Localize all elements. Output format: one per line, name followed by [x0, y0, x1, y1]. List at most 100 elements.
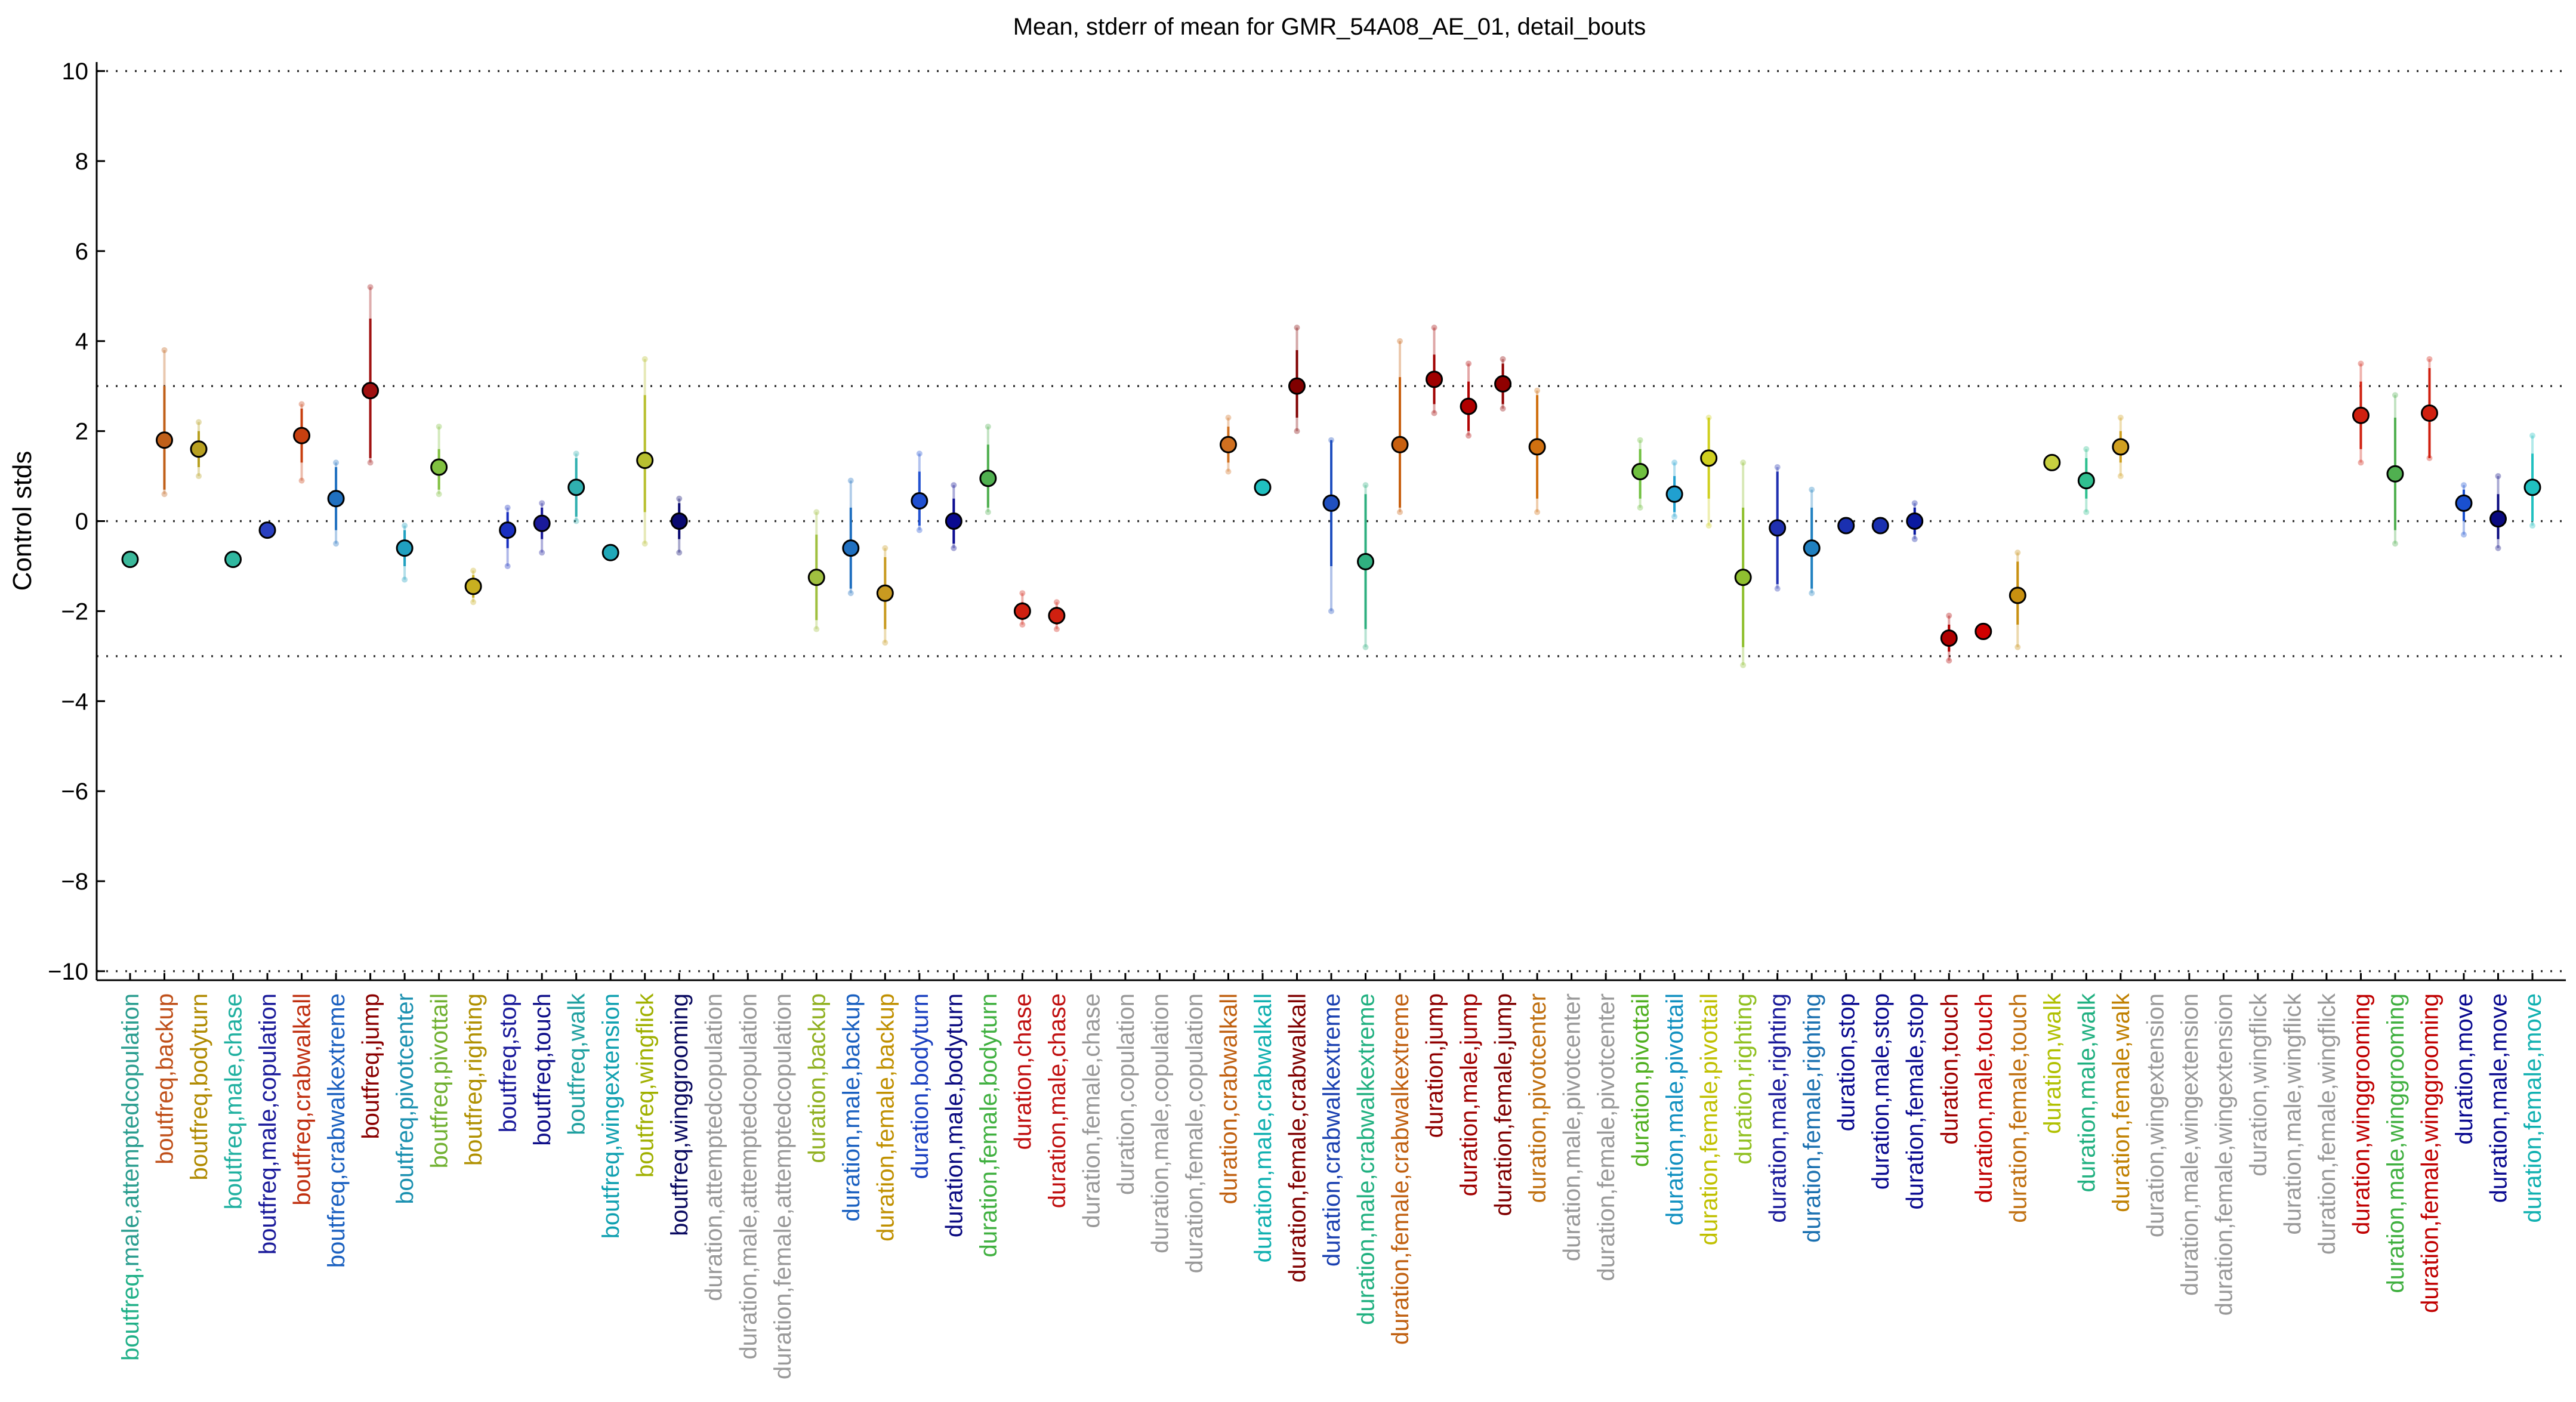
mean-point — [327, 490, 345, 508]
x-tick-label: boutfreq,pivotcenter — [392, 993, 418, 1205]
mean-point — [2523, 478, 2541, 496]
outer-error-cap — [2014, 549, 2021, 556]
x-tick-label: duration,female,copulation — [1181, 993, 1208, 1273]
x-tick-label: duration,female,bodyturn — [976, 993, 1002, 1258]
x-tick-label: duration,male,backup — [838, 993, 865, 1221]
outer-error-cap — [1431, 325, 1437, 331]
mean-point — [567, 478, 585, 496]
outer-error-cap — [1911, 500, 1918, 507]
x-tick-label: duration,wingflick — [2245, 993, 2272, 1176]
x-tick-label: duration,bodyturn — [907, 993, 933, 1179]
x-tick-label: duration,male,wingflick — [2279, 993, 2306, 1235]
outer-error-cap — [1225, 468, 1232, 475]
x-tick-label: boutfreq,wingflick — [633, 993, 659, 1178]
x-tick-label: duration,pivottail — [1628, 993, 1654, 1167]
mean-point — [807, 569, 825, 586]
outer-error-cap — [1294, 325, 1300, 331]
outer-error-cap — [1328, 608, 1334, 614]
outer-error-cap — [333, 459, 340, 466]
x-tick-label: duration,crabwalkextreme — [1319, 993, 1345, 1267]
x-tick-label: duration,female,walk — [2108, 993, 2134, 1212]
x-tick-label: duration,male,walk — [2074, 993, 2100, 1192]
outer-error-cap — [2117, 473, 2124, 480]
mean-point — [1048, 607, 1066, 625]
x-tick-label: boutfreq,crabwalkextreme — [323, 993, 350, 1268]
outer-error-cap — [196, 473, 202, 480]
mean-point — [1528, 438, 1546, 456]
outer-error-cap — [1671, 513, 1678, 520]
mean-point — [1940, 629, 1958, 647]
outer-error-cap — [333, 541, 340, 547]
mean-point — [1460, 397, 1477, 415]
data-markers — [121, 370, 2541, 647]
x-tick-label: duration,male,touch — [1971, 993, 1997, 1203]
mean-point — [1803, 539, 1821, 557]
x-tick-label: duration,male,jump — [1456, 993, 1482, 1196]
outer-error-cap — [1019, 590, 1026, 597]
mean-point — [945, 512, 962, 530]
outer-error-cap — [813, 509, 820, 515]
y-tick-label: −8 — [61, 869, 88, 895]
outer-error-cap — [573, 450, 579, 457]
x-tick-label: duration,male,righting — [1765, 993, 1791, 1223]
outer-error-cap — [196, 419, 202, 425]
mean-point — [2112, 438, 2130, 456]
outer-error-cap — [1671, 459, 1678, 466]
outer-error-cap — [1294, 428, 1300, 434]
outer-error-cap — [1946, 657, 1952, 664]
x-tick-label: duration,attemptedcopulation — [701, 993, 727, 1301]
x-tick-label: duration,female,wingextension — [2211, 993, 2237, 1315]
outer-error-cap — [573, 518, 579, 524]
x-tick-label: duration,stop — [1834, 993, 1860, 1131]
x-tick-label: boutfreq,male,copulation — [255, 993, 281, 1255]
x-tick-label: boutfreq,walk — [564, 993, 590, 1135]
x-tick-label: duration,pivotcenter — [1525, 993, 1551, 1203]
outer-error-cap — [161, 347, 168, 353]
outer-error-cap — [1534, 387, 1541, 394]
x-tick-label: duration,male,pivotcenter — [1559, 993, 1585, 1261]
outer-error-cap — [641, 356, 648, 362]
error-bars — [161, 284, 2535, 668]
mean-point — [1219, 436, 1237, 453]
x-tick-label: duration,female,crabwalkall — [1284, 993, 1310, 1283]
x-tick-label: boutfreq,male,attemptedcopulation — [118, 993, 144, 1361]
mean-point — [190, 440, 208, 458]
y-tick-label: 10 — [62, 58, 89, 85]
x-tick-label: duration,female,touch — [2005, 993, 2031, 1223]
outer-error-cap — [2117, 414, 2124, 421]
x-tick-label: duration,male,bodyturn — [941, 993, 967, 1237]
outer-error-cap — [641, 541, 648, 547]
outer-error-cap — [1534, 509, 1541, 515]
x-tick-label: boutfreq,male,chase — [221, 993, 247, 1209]
x-tick-label: duration,male,stop — [1868, 993, 1894, 1190]
x-tick-label: duration,male,chase — [1044, 993, 1070, 1208]
x-tick-label: boutfreq,bodyturn — [186, 993, 212, 1181]
mean-point — [2043, 453, 2061, 471]
mean-point — [1975, 622, 1992, 640]
outer-error-cap — [539, 500, 545, 507]
outer-error-cap — [2495, 473, 2501, 480]
mean-point — [533, 514, 551, 532]
outer-error-cap — [1740, 459, 1747, 466]
outer-error-cap — [882, 640, 889, 646]
outer-error-cap — [2495, 545, 2501, 551]
mean-point — [499, 521, 517, 539]
x-tick-label: duration,winggrooming — [2348, 993, 2374, 1235]
mean-point — [876, 584, 894, 602]
mean-point — [1426, 370, 1443, 388]
x-tick-label: duration,move — [2451, 993, 2478, 1144]
outer-error-cap — [1053, 599, 1060, 606]
y-tick-label: 8 — [75, 149, 88, 175]
outer-error-cap — [2014, 644, 2021, 650]
outer-error-cap — [1466, 433, 1472, 439]
x-tick-label: duration,female,wingflick — [2314, 993, 2340, 1255]
x-tick-label: duration,wingextension — [2142, 993, 2168, 1237]
mean-point — [911, 492, 928, 510]
mean-point — [1357, 552, 1375, 570]
outer-error-cap — [402, 523, 408, 529]
y-tick-label: 6 — [75, 239, 88, 265]
outer-error-cap — [676, 495, 683, 502]
x-tick-label: duration,female,winggrooming — [2417, 993, 2443, 1313]
x-tick-label: boutfreq,crabwalkall — [289, 993, 316, 1206]
x-tick-label: duration,walk — [2040, 993, 2066, 1134]
